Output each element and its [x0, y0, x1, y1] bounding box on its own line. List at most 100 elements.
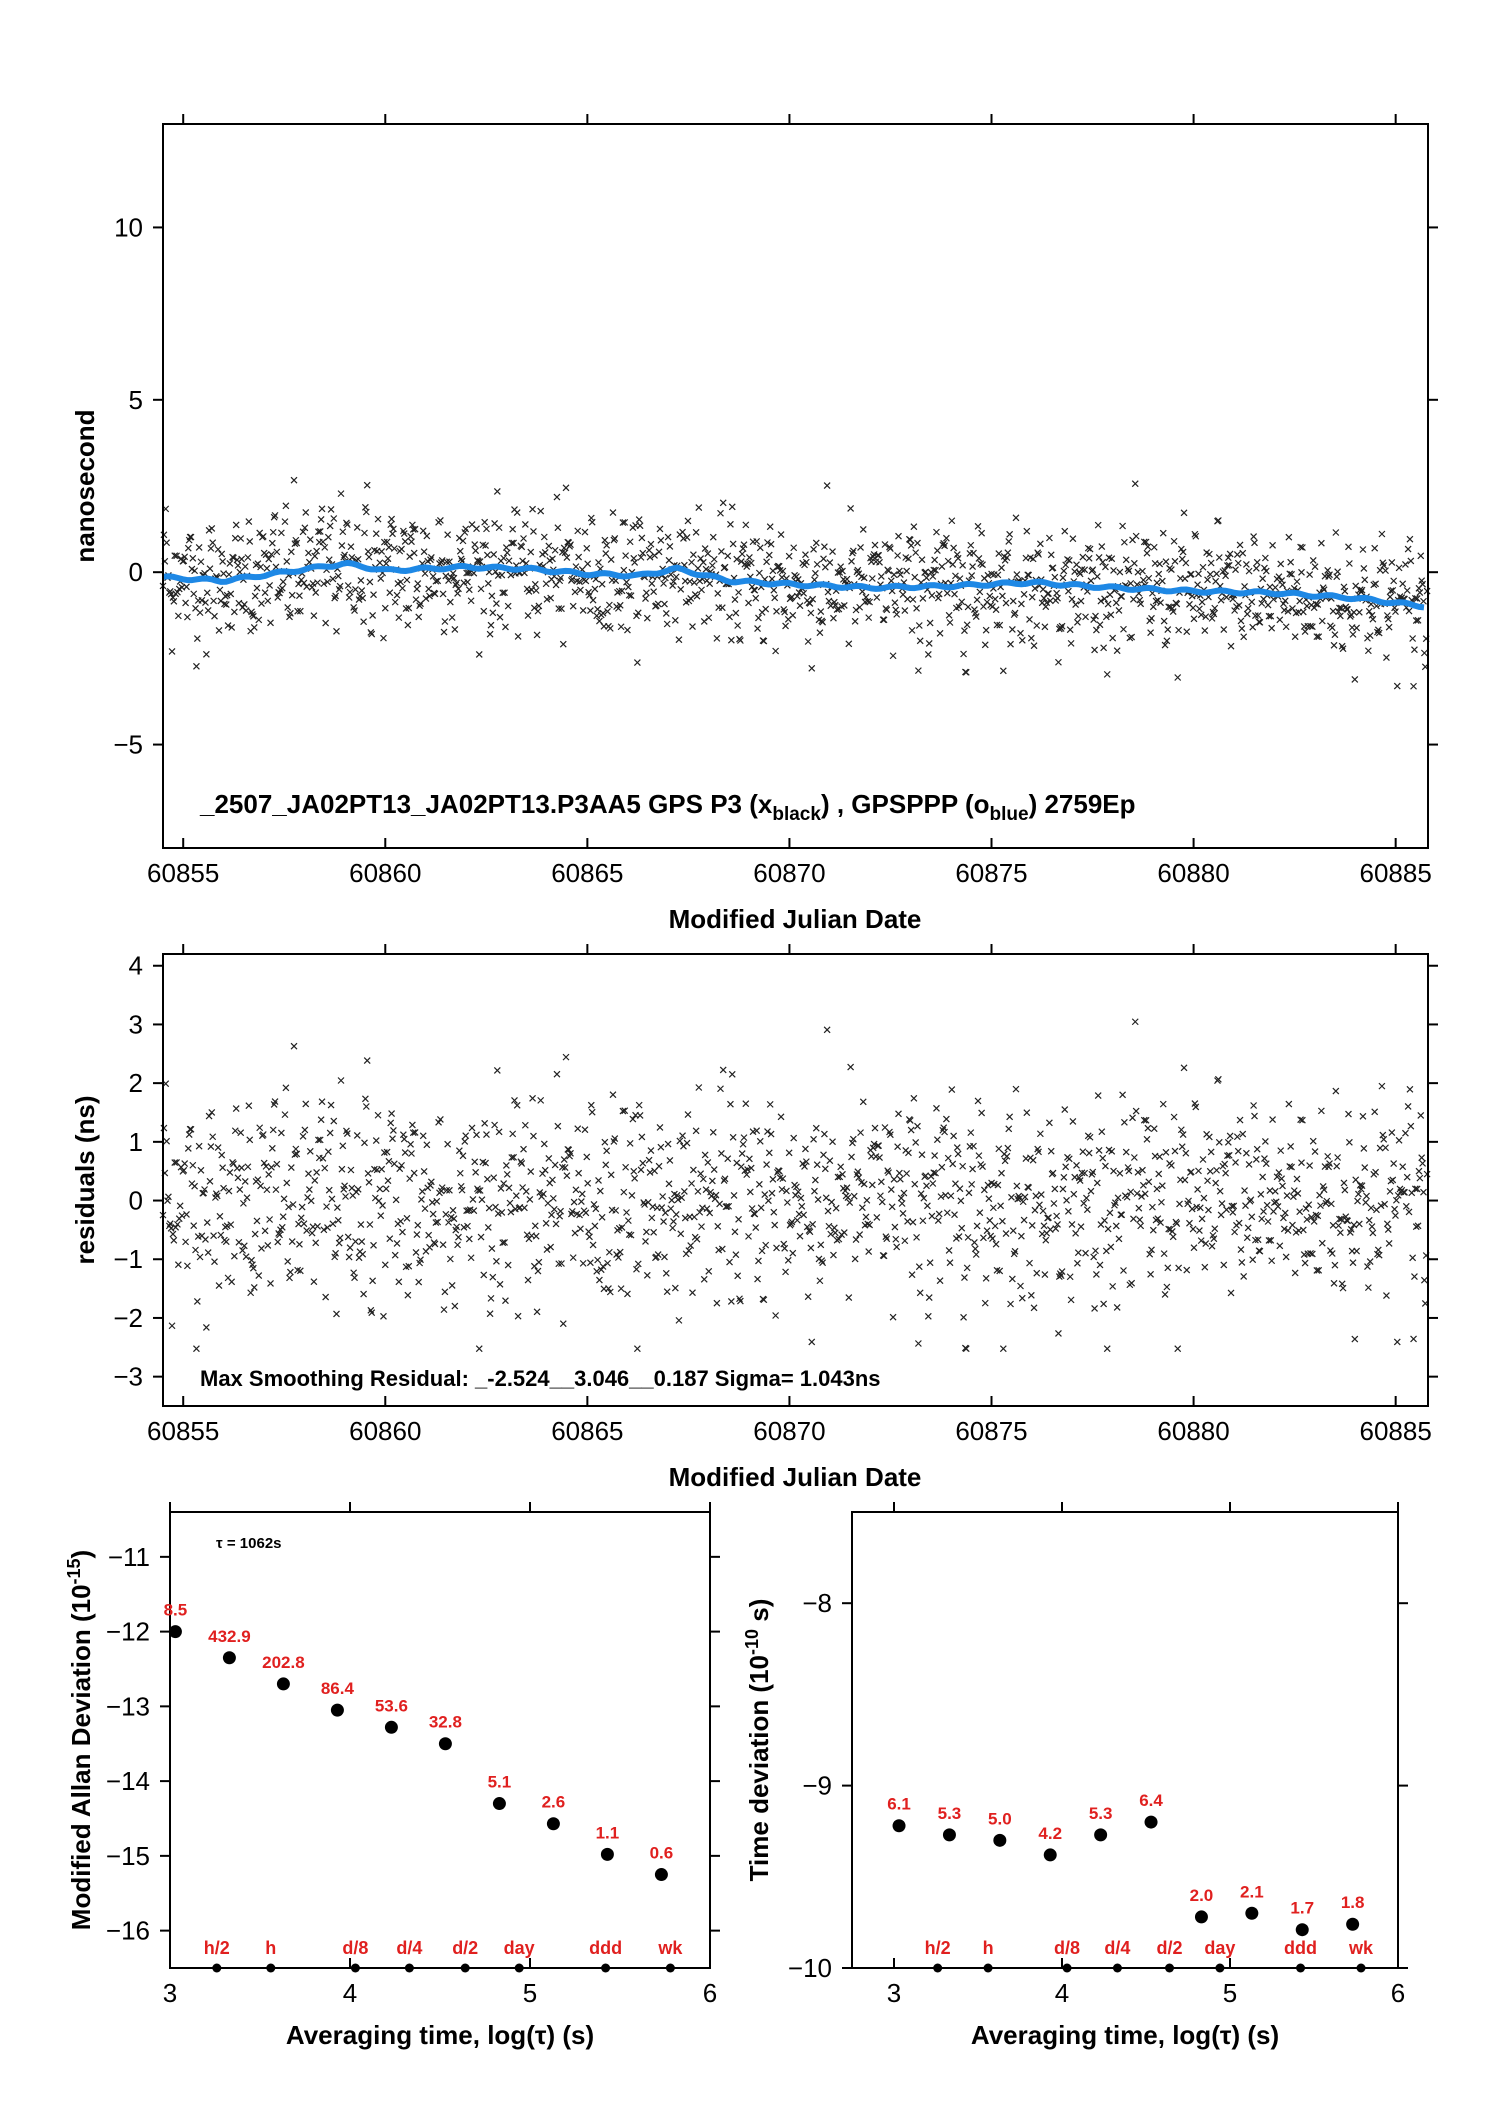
data-point-x — [597, 1266, 605, 1274]
data-point-x — [1345, 1138, 1353, 1146]
data-point-x — [728, 503, 736, 511]
data-point-x — [1195, 1227, 1203, 1234]
data-point-x — [1306, 1162, 1314, 1169]
data-point-x — [357, 576, 365, 584]
data-point-x — [1278, 1175, 1286, 1183]
interval-marker — [1165, 1963, 1175, 1973]
data-point-x — [253, 584, 261, 592]
data-point-x — [590, 1200, 598, 1208]
data-point-x — [1164, 1264, 1172, 1272]
data-point-x — [1101, 1216, 1108, 1224]
data-point-x — [1159, 529, 1167, 537]
data-point-x — [871, 541, 879, 549]
data-point-x — [746, 1188, 754, 1196]
data-point-x — [1256, 1247, 1264, 1255]
data-point-x — [847, 1063, 855, 1071]
data-point-x — [399, 1228, 406, 1236]
data-point-x — [1173, 600, 1181, 608]
y-axis-label: Modified Allan Deviation (10-15) — [64, 1550, 96, 1930]
data-point-x — [710, 1166, 718, 1174]
data-point-x — [338, 542, 346, 549]
data-point-x — [210, 597, 218, 605]
data-point-x — [817, 608, 825, 616]
data-point-x — [1308, 623, 1316, 631]
data-point-x — [1136, 1216, 1144, 1224]
data-point-x — [489, 609, 497, 617]
data-point-x — [1298, 544, 1306, 551]
data-point-x — [1215, 554, 1223, 561]
data-point-x — [1405, 607, 1413, 615]
data-point-x — [276, 1231, 283, 1239]
data-point-x — [636, 1112, 644, 1119]
data-point-x — [215, 627, 223, 634]
data-point-x — [1344, 1217, 1352, 1225]
data-point-x — [1159, 1100, 1167, 1108]
data-point-x — [257, 1182, 265, 1190]
data-point-x — [961, 627, 968, 635]
data-point-x — [491, 1121, 499, 1129]
data-point-x — [994, 571, 1002, 579]
data-point-x — [310, 1278, 318, 1286]
data-point-x — [910, 1094, 918, 1102]
data-point-x — [646, 1168, 654, 1176]
data-point-x — [386, 1235, 394, 1243]
data-point-x — [1385, 1239, 1393, 1247]
data-point-x — [391, 1251, 399, 1259]
data-point-x — [962, 1345, 970, 1353]
data-point-x — [453, 579, 461, 587]
data-point-x — [204, 607, 212, 614]
data-point-x — [258, 1244, 265, 1252]
data-point-x — [1386, 593, 1394, 601]
data-point-x — [1104, 1225, 1112, 1233]
data-point-x — [658, 1204, 666, 1211]
data-point-x — [436, 1115, 444, 1123]
data-point-x — [476, 1187, 484, 1194]
data-point-x — [1328, 624, 1336, 632]
data-point-x — [588, 1108, 596, 1116]
data-point-x — [777, 1113, 785, 1121]
data-point-x — [1369, 615, 1377, 623]
residual-points — [159, 1018, 1431, 1353]
data-point-x — [587, 1101, 595, 1109]
data-point-x — [660, 1218, 668, 1225]
data-point-x — [500, 554, 508, 562]
data-point-x — [488, 1245, 496, 1252]
data-point-x — [930, 566, 938, 574]
data-point-x — [866, 1221, 874, 1229]
data-point-x — [1099, 558, 1107, 566]
data-point-x — [972, 613, 980, 621]
data-point-x — [875, 1142, 883, 1150]
data-point-x — [1284, 607, 1292, 615]
data-point-x — [554, 524, 562, 532]
data-point-x — [660, 580, 668, 587]
data-point-x — [1263, 1201, 1271, 1209]
data-point-x — [1176, 1200, 1183, 1208]
data-point-x — [514, 632, 522, 640]
mdev-points: 8.5432.9202.886.453.632.85.12.61.10.6h/2… — [164, 1601, 683, 1973]
data-point-x — [1109, 634, 1117, 642]
data-point-x — [1414, 616, 1422, 624]
data-point-x — [398, 1161, 405, 1169]
data-point-x — [903, 567, 911, 575]
data-point-x — [531, 1222, 539, 1230]
data-point-x — [1339, 645, 1347, 653]
interval-label: d/2 — [452, 1938, 478, 1958]
data-point-x — [740, 1134, 748, 1142]
data-point-x — [202, 1235, 209, 1243]
data-point-x — [173, 552, 180, 560]
interval-marker — [404, 1963, 414, 1973]
data-point-x — [534, 607, 542, 615]
data-point-x — [1291, 1269, 1299, 1277]
data-point-x — [828, 1198, 836, 1206]
data-point-x — [390, 1160, 398, 1168]
data-point-x — [427, 554, 435, 561]
interval-label: ddd — [1284, 1938, 1317, 1958]
data-point-x — [439, 1241, 447, 1249]
data-point-x — [1389, 1176, 1397, 1184]
data-point-x — [1250, 1102, 1258, 1109]
data-point-x — [246, 538, 254, 545]
data-point-x — [308, 1229, 316, 1237]
data-point-x — [344, 582, 352, 589]
data-point-x — [1358, 586, 1366, 594]
data-point-x — [1417, 552, 1425, 560]
